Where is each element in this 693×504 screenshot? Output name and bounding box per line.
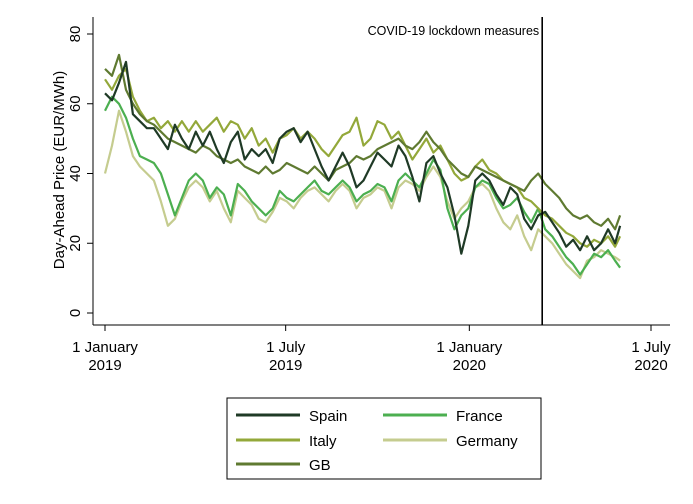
legend-label-spain: Spain <box>309 408 347 425</box>
x-tick-label-2020-07-01-line2: 2020 <box>634 357 667 374</box>
legend: Spain France Italy Germany GB <box>226 397 542 480</box>
x-tick-label-2019-01-01-line2: 2019 <box>88 357 121 374</box>
x-tick-label-2020-01-01-line2: 2020 <box>453 357 486 374</box>
x-tick-label-2019-07-01-line1: 1 July <box>266 339 306 356</box>
y-tick-label-80: 80 <box>67 26 84 43</box>
legend-label-germany: Germany <box>456 433 518 450</box>
lockdown-label: COVID-19 lockdown measures <box>368 24 540 38</box>
x-tick-label-2020-07-01-line1: 1 July <box>631 339 671 356</box>
lockdown-annotation: COVID-19 lockdown measures <box>368 17 543 325</box>
x-tick-label-2019-01-01-line1: 1 January <box>72 339 138 356</box>
y-tick-label-20: 20 <box>67 235 84 252</box>
legend-label-gb: GB <box>309 457 331 474</box>
plot-lines <box>103 53 622 280</box>
series-line-spain <box>104 60 622 255</box>
legend-label-france: France <box>456 408 503 425</box>
x-tick-label-2019-07-01-line2: 2019 <box>269 357 302 374</box>
legend-label-italy: Italy <box>309 433 337 450</box>
y-tick-label-40: 40 <box>67 165 84 182</box>
series-line-gb <box>104 53 622 231</box>
series-line-france <box>104 95 621 276</box>
y-tick-label-0: 0 <box>67 309 84 317</box>
y-axis-title: Day-Ahead Price (EUR/MWh) <box>51 71 68 269</box>
y-tick-label-60: 60 <box>67 95 84 112</box>
series-line-germany <box>103 109 621 280</box>
series-line-italy <box>104 67 622 248</box>
x-tick-label-2020-01-01-line1: 1 January <box>436 339 502 356</box>
